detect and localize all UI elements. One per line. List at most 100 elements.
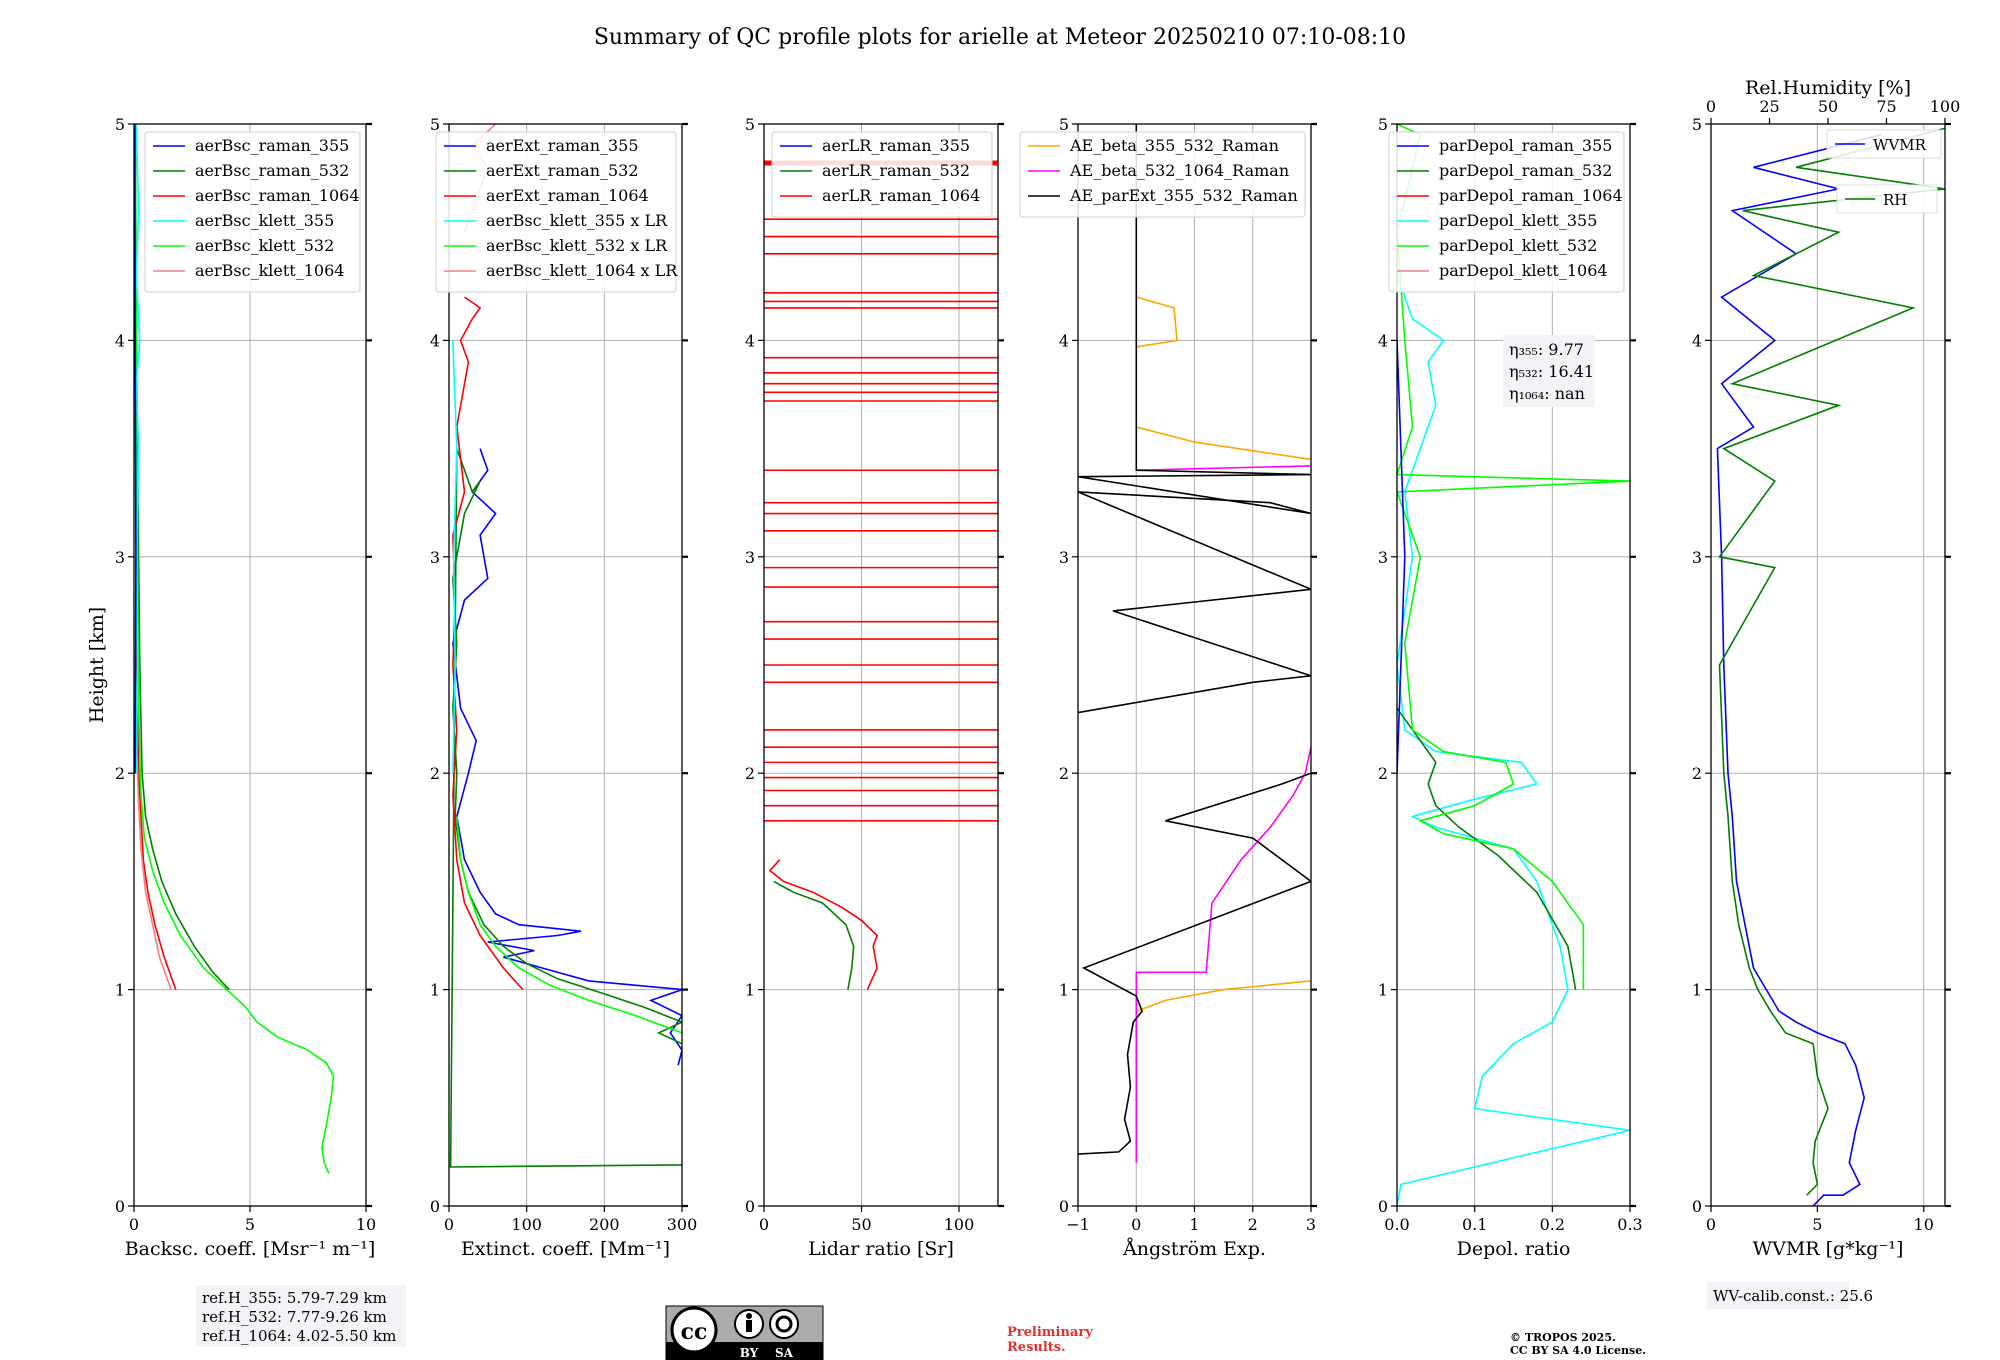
xtick-label-depol-2: 0.2 [1540, 1215, 1565, 1234]
panel-lr: 0 50 100 0 1 2 3 4 5 Lidar ratio [Sr] aerLR_raman_… [745, 115, 1004, 1260]
xtick-label-ae-2: 1 [1189, 1215, 1199, 1234]
legend-label-bsc-1: aerBsc_raman_532 [195, 161, 349, 180]
panel-ext: 0 100 200 300 0 1 2 3 4 5 Extinct. coeff. [Mm⁻¹] ae… [430, 115, 697, 1260]
xtick-label-bsc-2: 10 [356, 1215, 376, 1234]
legend-label-ext-0: aerExt_raman_355 [486, 136, 639, 155]
series-lr-1 [768, 859, 879, 990]
cc-license-badge: cc BY SA [665, 1305, 824, 1360]
xtick-label-depol-3: 0.3 [1617, 1215, 1642, 1234]
panel-depol: 0.0 0.1 0.2 0.3 0 1 2 3 4 5 Depol. ratio parDepol_r… [1378, 115, 1643, 1260]
legend-label-lr-1: aerLR_raman_532 [822, 161, 970, 180]
series-bsc-2 [136, 751, 172, 990]
xtick-label-depol-0: 0.0 [1384, 1215, 1409, 1234]
ytick-label-depol-1: 1 [1378, 981, 1388, 1000]
xtick-label-depol-1: 0.1 [1462, 1215, 1487, 1234]
plot-area-wv [1716, 127, 1945, 1206]
legend-label-lr-2: aerLR_raman_1064 [822, 186, 980, 205]
series-depol-1 [1397, 707, 1577, 990]
series-bsc-5 [134, 124, 137, 774]
xtick-label-ae-1: 0 [1131, 1215, 1141, 1234]
frame-ext [448, 123, 683, 1207]
by-person-head-icon [746, 1313, 752, 1319]
legend-label-depol-5: parDepol_klett_1064 [1439, 261, 1608, 280]
legend-label-depol-1: parDepol_raman_532 [1439, 161, 1612, 180]
plot-area-depol [1397, 124, 1630, 1206]
series-ae-2 [1136, 296, 1178, 348]
legend-box-bsc [144, 131, 361, 293]
xtick-label-ext-3: 300 [667, 1215, 698, 1234]
wv-calib-box: WV-calib.const.: 25.6 [1707, 1282, 1873, 1309]
series-wv-0 [1716, 134, 1882, 1206]
preliminary-line1: Preliminary [1007, 1325, 1093, 1340]
ytick-label-depol-5: 5 [1378, 115, 1388, 134]
legend-box-lr [771, 131, 993, 218]
ytick-label-ae-0: 0 [1059, 1197, 1069, 1216]
ytick-label-wv-1: 1 [1692, 981, 1702, 1000]
ytick-label-ext-0: 0 [430, 1197, 440, 1216]
legend-label-wv-1: RH [1883, 191, 1907, 209]
xlabel-bsc: Backsc. coeff. [Msr⁻¹ m⁻¹] [125, 1238, 376, 1260]
legend-label-ext-3: aerBsc_klett_355 x LR [486, 211, 668, 230]
ytick-label-ae-1: 1 [1059, 981, 1069, 1000]
xtick-label-lr-0: 0 [759, 1215, 769, 1234]
ytick-label-ext-4: 4 [430, 331, 440, 350]
ytick-label-bsc-5: 5 [115, 115, 125, 134]
series-ae-1 [1136, 426, 1311, 461]
sa-arrow-icon [775, 1315, 793, 1333]
ytick-label-lr-1: 1 [745, 981, 755, 1000]
ytick-label-lr-2: 2 [745, 764, 755, 783]
legend-box-ext [435, 131, 677, 293]
plot-area-bsc [134, 124, 335, 1174]
cc-logo-letters: cc [681, 1319, 708, 1345]
ytick-label-depol-0: 0 [1378, 1197, 1388, 1216]
frame-wv [1710, 123, 1946, 1207]
depol-info-line-0: η₃₅₅: 9.77 [1509, 340, 1584, 359]
ref-height-box: ref.H_355: 5.79-7.29 km ref.H_532: 7.77-… [196, 1285, 406, 1347]
ytick-label-depol-3: 3 [1378, 548, 1388, 567]
legend-label-ae-0: AE_beta_355_532_Raman [1069, 136, 1279, 155]
series-depol-2 [1397, 124, 1630, 990]
depol-info-line-1: η₅₃₂: 16.41 [1509, 362, 1594, 381]
ytick-label-ae-2: 2 [1059, 764, 1069, 783]
ytick-label-bsc-4: 4 [115, 331, 125, 350]
ytick-label-depol-4: 4 [1378, 331, 1388, 350]
xlabel-depol: Depol. ratio [1457, 1238, 1571, 1260]
depol-info-box [1503, 335, 1595, 407]
cc-by-label: BY [740, 1346, 759, 1360]
top-xtick-label-4: 100 [1930, 97, 1961, 116]
xtick-label-ext-1: 100 [511, 1215, 542, 1234]
xtick-label-ae-4: 3 [1306, 1215, 1316, 1234]
ytick-label-wv-4: 4 [1692, 331, 1702, 350]
ytick-label-wv-2: 2 [1692, 764, 1702, 783]
ytick-label-bsc-0: 0 [115, 1197, 125, 1216]
ytick-label-ae-3: 3 [1059, 548, 1069, 567]
series-wv-1 [1718, 127, 1945, 1196]
legend-lr: aerLR_raman_355 aerLR_raman_532 aerLR_rama… [771, 131, 993, 218]
xtick-label-ext-0: 0 [444, 1215, 454, 1234]
legend-box-wv-1 [1836, 184, 1938, 214]
series-depol-0 [1397, 275, 1630, 1206]
xtick-label-lr-1: 50 [851, 1215, 871, 1234]
ytick-label-lr-4: 4 [745, 331, 755, 350]
ytick-label-bsc-1: 1 [115, 981, 125, 1000]
ytick-label-wv-0: 0 [1692, 1197, 1702, 1216]
top-xtick-label-2: 50 [1818, 97, 1838, 116]
legend-label-bsc-3: aerBsc_klett_355 [195, 211, 334, 230]
xlabel-ae: Ångström Exp. [1122, 1238, 1266, 1260]
series-ext-0 [452, 448, 682, 1066]
ytick-label-ext-5: 5 [430, 115, 440, 134]
copyright-line2: CC BY SA 4.0 License. [1510, 1344, 1646, 1357]
legend-box-depol [1388, 131, 1625, 293]
xlabel-lr: Lidar ratio [Sr] [808, 1238, 954, 1260]
ytick-label-wv-3: 3 [1692, 548, 1702, 567]
series-lr-0 [773, 880, 855, 990]
legend-label-ae-1: AE_beta_532_1064_Raman [1069, 161, 1289, 180]
depol-info-line-2: η₁₀₆₄: nan [1509, 384, 1585, 403]
series-ae-6 [1078, 124, 1311, 714]
ytick-label-lr-0: 0 [745, 1197, 755, 1216]
xtick-label-bsc-0: 0 [129, 1215, 139, 1234]
ytick-label-lr-3: 3 [745, 548, 755, 567]
xtick-label-bsc-1: 5 [245, 1215, 255, 1234]
preliminary-line2: Results. [1007, 1340, 1066, 1355]
